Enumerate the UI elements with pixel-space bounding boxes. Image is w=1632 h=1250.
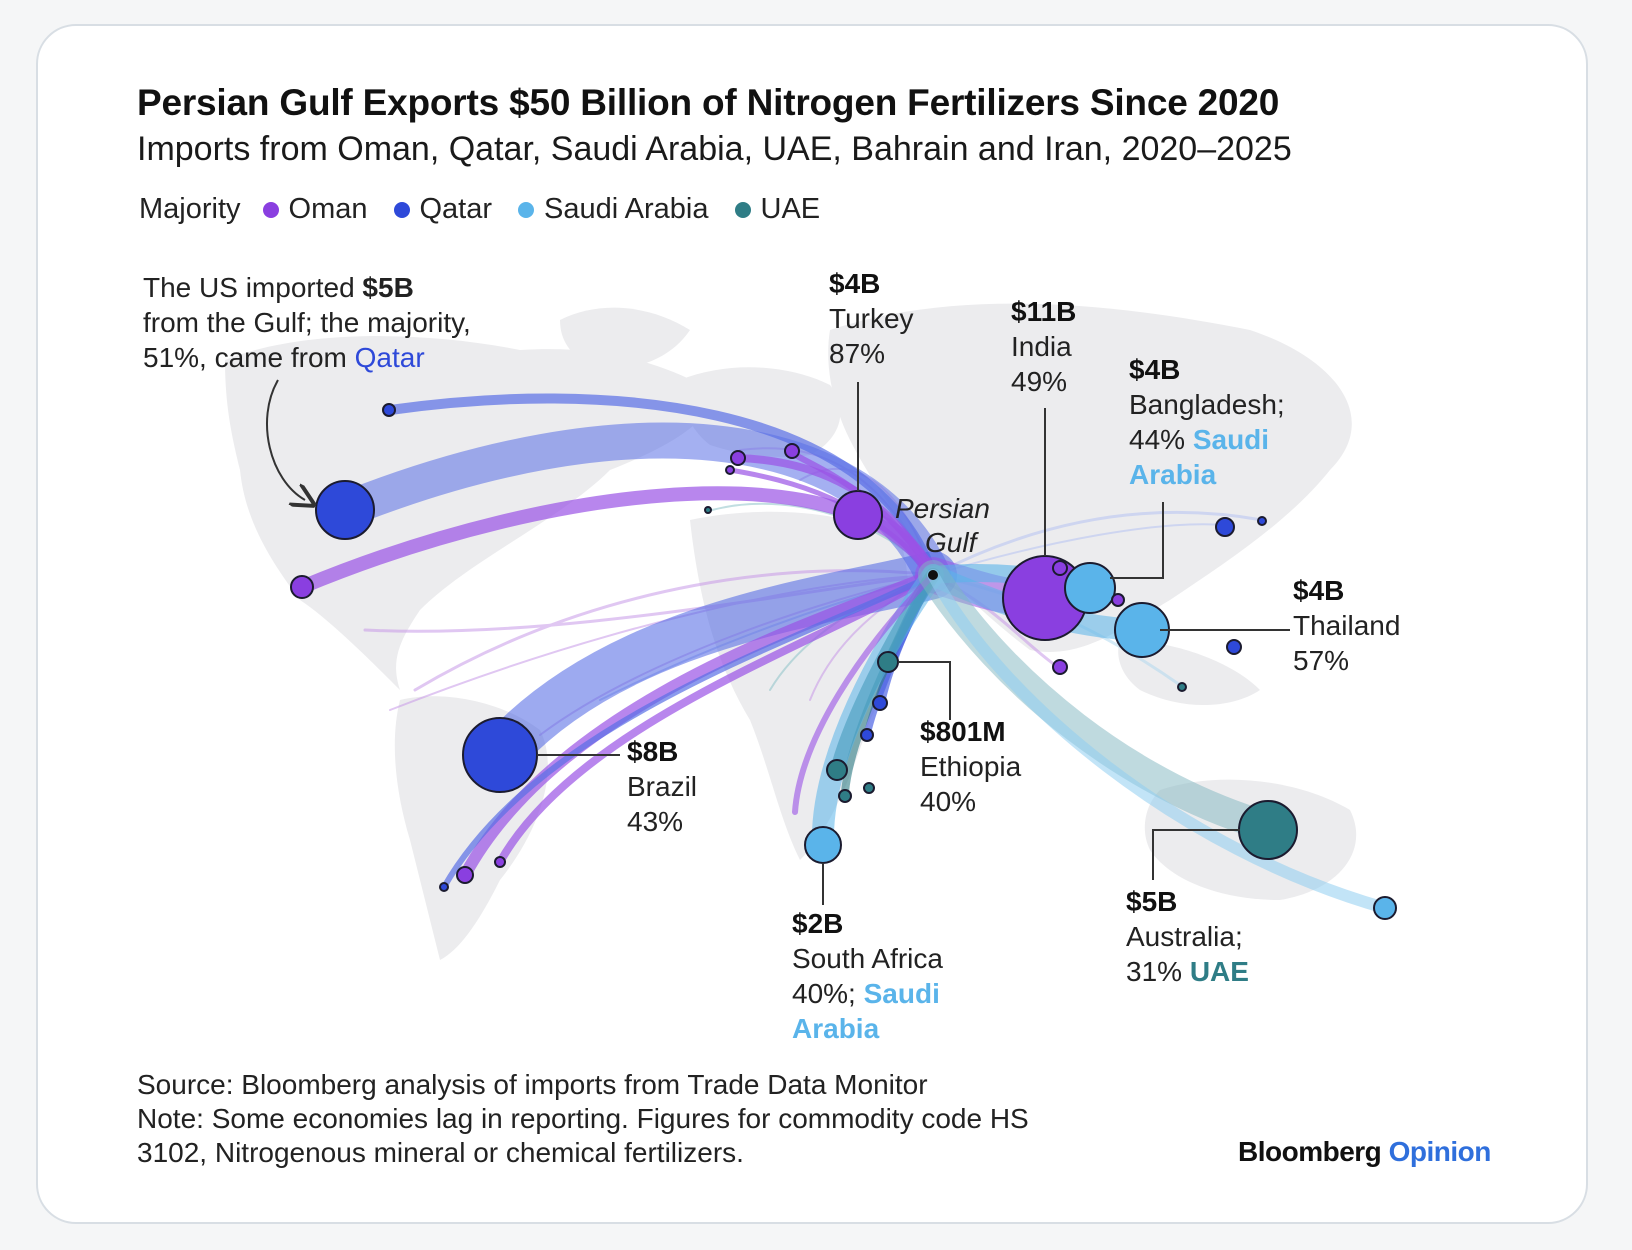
label-turkey: $4B Turkey 87% <box>829 268 914 369</box>
chart-subtitle: Imports from Oman, Qatar, Saudi Arabia, … <box>137 130 1292 168</box>
north-america <box>225 336 720 690</box>
flow-south-africa <box>811 564 944 856</box>
point-ethiopia <box>877 651 899 673</box>
point-bangladesh <box>1064 562 1116 614</box>
point-mozambique-1 <box>838 789 852 803</box>
legend-title: Majority <box>139 193 241 225</box>
legend: Majority Oman Qatar Saudi Arabia UAE <box>139 193 846 226</box>
southeast-asia <box>1118 640 1260 705</box>
footer-notes: Source: Bloomberg analysis of imports fr… <box>137 1068 1029 1170</box>
point-argentina-2 <box>494 856 506 868</box>
label-brazil: $8B Brazil 43% <box>627 736 698 837</box>
point-new-zealand <box>1373 896 1397 920</box>
leader-ethiopia <box>898 661 951 720</box>
point-tanzania-1 <box>860 728 874 742</box>
point-australia <box>1238 800 1298 860</box>
point-us <box>315 480 375 540</box>
bloomberg-opinion-logo: Bloomberg Opinion <box>1238 1136 1491 1167</box>
leader-australia <box>1152 829 1240 880</box>
note-text-1: Note: Some economies lag in reporting. F… <box>137 1103 1029 1134</box>
point-china-2 <box>1257 516 1267 526</box>
leader-lines <box>266 379 1290 905</box>
flow-line <box>932 523 1226 576</box>
point-west-europe <box>704 506 712 514</box>
source-text: Source: Bloomberg analysis of imports fr… <box>137 1069 928 1100</box>
label-australia: $5B Australia; 31% UAE <box>1126 886 1249 987</box>
legend-item-uae: UAE <box>734 193 820 226</box>
point-sri-lanka <box>1052 659 1068 675</box>
chart-title: Persian Gulf Exports $50 Billion of Nitr… <box>137 82 1280 123</box>
point-us-north <box>382 403 396 417</box>
flow-new-zealand <box>927 569 1391 914</box>
legend-item-qatar: Qatar <box>393 193 492 226</box>
point-argentina-1 <box>456 866 474 884</box>
greenland <box>560 307 690 369</box>
point-indonesia <box>1177 682 1187 692</box>
point-mozambique-2 <box>863 782 875 794</box>
point-argentina-3 <box>439 882 449 892</box>
label-india: $11B India 49% <box>1011 296 1077 397</box>
legend-swatch <box>262 201 279 218</box>
leader-us <box>266 379 305 500</box>
flow-brazil <box>476 551 957 779</box>
point-tanzania-2 <box>826 759 848 781</box>
flow-west-africa <box>792 572 936 815</box>
legend-swatch <box>734 201 751 218</box>
label-bangladesh: $4B Bangladesh; 44% Saudi Arabia <box>1129 354 1285 490</box>
point-china-1 <box>1215 517 1235 537</box>
flow-line <box>931 510 1264 577</box>
point-philippines <box>1226 639 1242 655</box>
legend-swatch <box>518 201 535 218</box>
flow-argentina-1 <box>459 569 939 881</box>
destination-points <box>290 403 1397 920</box>
point-turkey <box>833 490 883 540</box>
legend-item-saudi-arabia: Saudi Arabia <box>518 193 709 226</box>
us-annotation: The US imported $5B from the Gulf; the m… <box>143 272 471 373</box>
point-south-africa <box>804 826 842 864</box>
legend-item-oman: Oman <box>262 193 368 226</box>
flow-europe-3 <box>727 467 936 578</box>
flow-europe-2 <box>787 449 936 578</box>
origin-persian-gulf <box>928 570 938 580</box>
point-mexico <box>290 575 314 599</box>
flow-argentina-2 <box>496 571 937 866</box>
point-europe-1 <box>730 450 746 466</box>
flow-argentina-3 <box>441 572 936 890</box>
note-text-2: 3102, Nitrogenous mineral or chemical fe… <box>137 1137 744 1168</box>
point-europe-3 <box>725 465 735 475</box>
leader-bangladesh <box>1110 502 1164 579</box>
label-ethiopia: $801M Ethiopia 40% <box>920 716 1022 817</box>
point-europe-2 <box>784 443 800 459</box>
point-india-inner <box>1052 560 1068 576</box>
point-kenya <box>872 695 888 711</box>
point-brazil <box>462 717 538 793</box>
label-thailand: $4B Thailand 57% <box>1293 575 1401 676</box>
origin-label: Persian Gulf <box>895 493 990 558</box>
legend-swatch <box>393 201 410 218</box>
point-myanmar <box>1111 593 1125 607</box>
flow-us-top <box>385 393 938 580</box>
label-south-africa: $2B South Africa 40%; Saudi Arabia <box>792 908 943 1044</box>
